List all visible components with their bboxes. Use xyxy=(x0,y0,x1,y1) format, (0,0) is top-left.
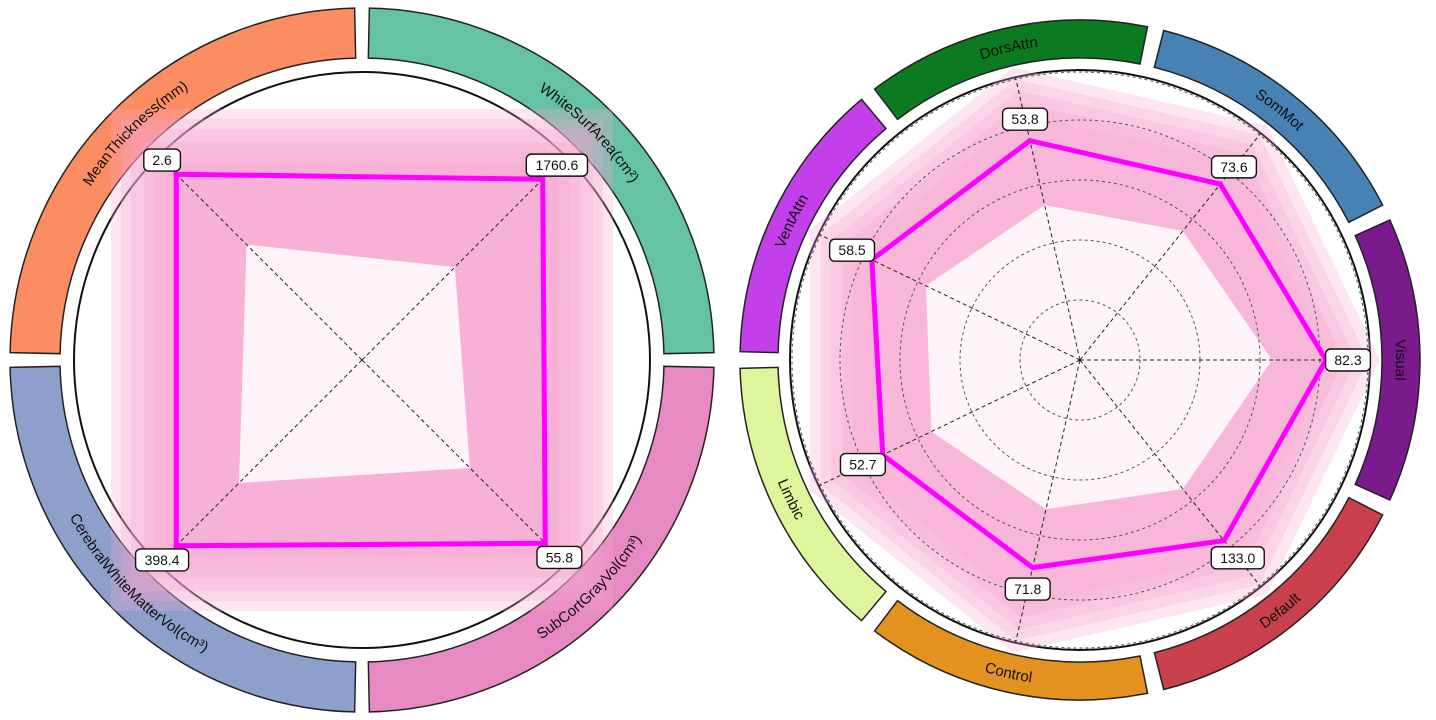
value-box xyxy=(536,545,583,570)
value-label-subcortgrayvol-cm: 55.8 xyxy=(536,545,583,570)
value-box xyxy=(134,548,190,572)
ring-segment-control xyxy=(873,599,1149,701)
ring-segment-visual xyxy=(1354,219,1421,501)
spoke-cerebralwhitemattervol-cm xyxy=(160,359,363,562)
ring-segment-whitesurfarea-cm xyxy=(367,7,715,355)
value-box xyxy=(839,452,886,477)
value-label-sommot: 73.6 xyxy=(1210,155,1258,179)
value-label-whitesurfarea-cm: 1760.6 xyxy=(525,153,589,177)
value-text: 58.5 xyxy=(838,242,865,258)
data-line xyxy=(173,171,548,549)
value-text: 82.3 xyxy=(1334,352,1361,368)
value-box xyxy=(1210,546,1265,570)
value-text: 2.6 xyxy=(152,152,172,168)
ring-segment-meanthickness-mm xyxy=(9,7,357,355)
value-label-ventattn: 58.5 xyxy=(828,238,876,262)
value-box xyxy=(143,148,182,172)
value-box xyxy=(1210,155,1258,179)
ring-segment-sommot xyxy=(1153,29,1384,224)
value-box xyxy=(525,153,589,177)
value-label-control: 71.8 xyxy=(1004,577,1051,601)
value-text: 71.8 xyxy=(1014,581,1041,597)
value-text: 73.6 xyxy=(1220,159,1247,175)
value-box xyxy=(1004,577,1051,601)
ring-segment-subcortgrayvol-cm xyxy=(367,365,715,713)
value-text: 1760.6 xyxy=(535,157,578,173)
band-inner-cutout xyxy=(925,204,1272,510)
spoke-subcortgrayvol-cm xyxy=(361,359,564,562)
ring-segment-dorsattn xyxy=(873,19,1149,121)
value-text: 52.7 xyxy=(849,457,876,473)
ring-segment-cerebralwhitemattervol-cm xyxy=(9,365,357,713)
ring-segment-limbic xyxy=(739,366,888,622)
value-box xyxy=(1001,107,1049,131)
axis-label-visual: Visual xyxy=(1391,339,1409,381)
spoke-whitesurfarea-cm xyxy=(361,158,564,361)
value-box xyxy=(1324,348,1372,372)
ring-segment-default xyxy=(1153,496,1384,691)
value-label-cerebralwhitemattervol-cm: 398.4 xyxy=(134,548,190,572)
data-line xyxy=(869,137,1329,571)
value-label-default: 133.0 xyxy=(1210,546,1265,570)
radar-chart-brain-morphometry: 1760.655.8398.42.6WhiteSurfArea(cm²)SubC… xyxy=(9,7,715,713)
value-text: 398.4 xyxy=(145,552,180,568)
spoke-meanthickness-mm xyxy=(160,158,363,361)
value-label-meanthickness-mm: 2.6 xyxy=(143,148,182,172)
ring-segment-ventattn xyxy=(739,98,888,354)
value-text: 53.8 xyxy=(1011,111,1038,127)
value-label-dorsattn: 53.8 xyxy=(1001,107,1049,131)
value-label-limbic: 52.7 xyxy=(839,452,886,477)
radar-chart-brain-networks: 73.682.3133.071.852.758.553.8SomMotVisua… xyxy=(739,19,1421,701)
value-text: 55.8 xyxy=(546,549,573,565)
value-text: 133.0 xyxy=(1220,550,1255,566)
band-inner-cutout xyxy=(238,244,470,484)
value-box xyxy=(828,238,876,262)
value-label-visual: 82.3 xyxy=(1324,348,1372,372)
grid-circle xyxy=(899,179,1261,541)
